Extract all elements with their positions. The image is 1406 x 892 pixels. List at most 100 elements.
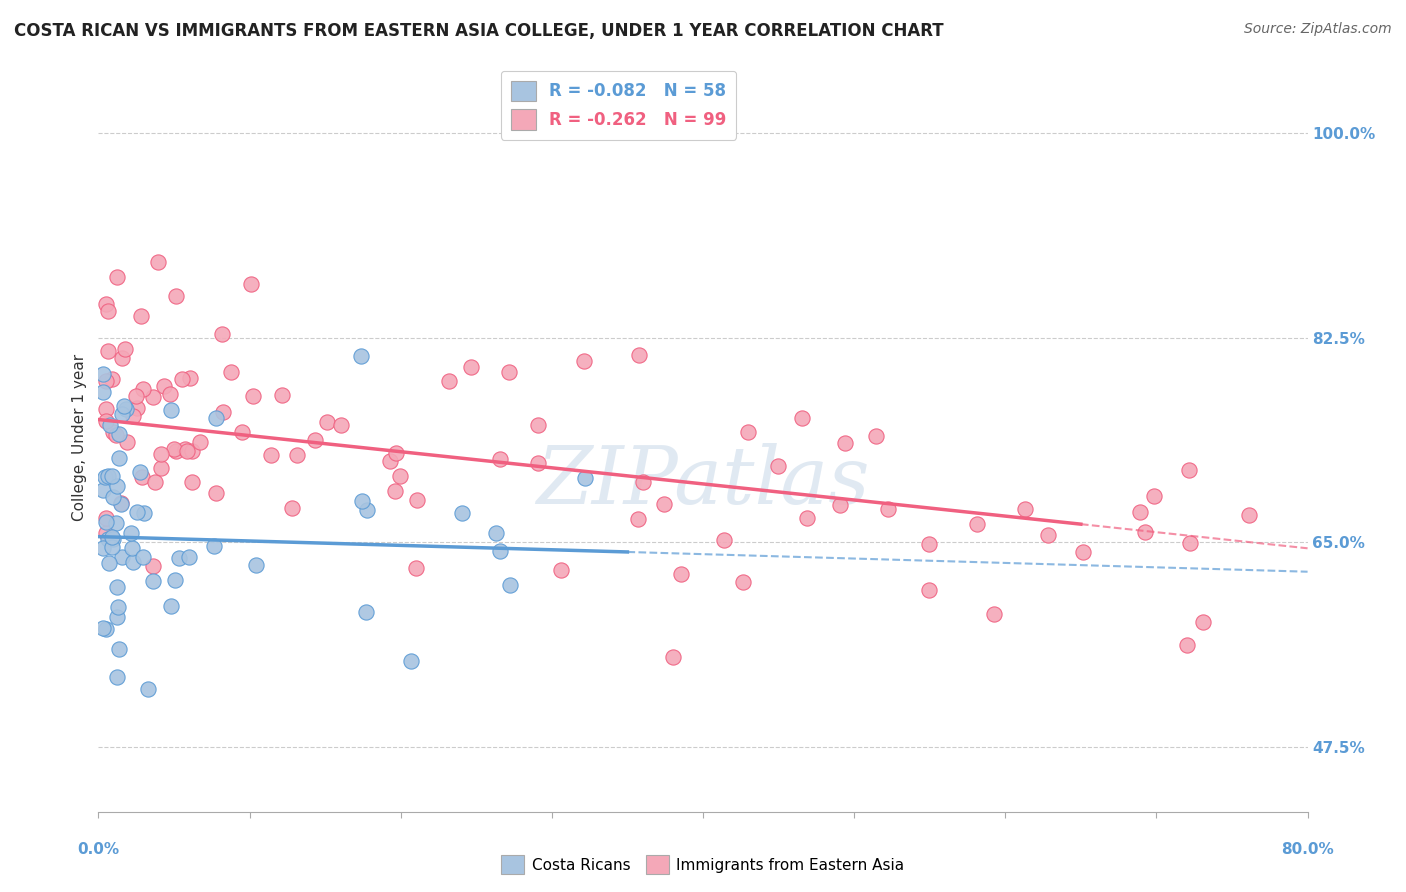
Point [124,389,146,403]
Point [111,549,134,564]
Text: 0.0%: 0.0% [77,842,120,856]
Point [180,475,202,489]
Point [101,425,124,439]
Point [91,621,114,635]
Point [110,496,132,510]
Point [205,486,228,500]
Point [149,461,172,475]
Point [766,459,789,474]
Point [122,409,145,423]
Point [176,444,198,458]
Point [105,269,128,284]
Point [115,402,138,417]
Point [159,387,181,401]
Y-axis label: College, Under 1 year: College, Under 1 year [72,353,87,521]
Point [1178,536,1201,550]
Point [105,610,128,624]
Point [94,470,117,484]
Point [499,578,522,592]
Point [179,371,201,385]
Point [828,498,851,512]
Point [131,383,153,397]
Point [918,582,941,597]
Point [865,429,887,443]
Point [352,494,374,508]
Point [834,436,856,450]
Point [91,368,114,382]
Point [107,600,129,615]
Point [180,443,202,458]
Point [211,326,233,341]
Point [150,447,173,461]
Point [485,526,508,541]
Point [112,400,135,414]
Text: 80.0%: 80.0% [1281,842,1334,856]
Point [406,492,429,507]
Point [104,427,127,442]
Point [378,454,401,468]
Point [94,511,117,525]
Point [1129,505,1152,519]
Point [97,469,120,483]
Point [142,574,165,589]
Point [384,483,406,498]
Point [489,544,512,558]
Point [111,407,134,421]
Point [1175,638,1198,652]
Text: Source: ZipAtlas.com: Source: ZipAtlas.com [1244,22,1392,37]
Point [94,374,117,388]
Point [796,510,818,524]
Point [572,354,595,368]
Point [129,465,152,479]
Point [108,642,131,657]
Point [488,452,510,467]
Point [173,442,195,457]
Point [153,379,176,393]
Point [131,309,153,323]
Point [111,351,134,366]
Point [550,563,572,577]
Point [190,435,212,450]
Point [1191,615,1213,629]
Point [652,497,675,511]
Point [97,532,120,546]
Point [101,490,124,504]
Point [114,343,136,357]
Point [631,475,654,490]
Point [731,575,754,590]
Point [1143,490,1166,504]
Point [160,403,183,417]
Point [108,426,131,441]
Point [120,526,142,541]
Point [1239,508,1261,523]
Point [242,389,264,403]
Point [1071,545,1094,559]
Point [498,364,520,378]
Point [97,556,120,570]
Point [385,446,408,460]
Text: COSTA RICAN VS IMMIGRANTS FROM EASTERN ASIA COLLEGE, UNDER 1 YEAR CORRELATION CH: COSTA RICAN VS IMMIGRANTS FROM EASTERN A… [14,22,943,40]
Point [165,444,187,458]
Point [356,503,378,517]
Point [148,255,170,269]
Point [160,599,183,614]
Point [98,417,121,432]
Point [713,533,735,547]
Point [627,511,650,525]
Point [91,483,114,497]
Point [163,574,186,588]
Point [169,551,191,566]
Point [983,607,1005,622]
Point [94,414,117,428]
Point [177,550,200,565]
Point [101,531,124,545]
Point [966,517,988,532]
Point [97,303,120,318]
Point [231,425,253,439]
Point [918,537,941,551]
Point [405,561,427,575]
Point [450,506,472,520]
Point [94,401,117,416]
Point [304,434,326,448]
Point [172,372,194,386]
